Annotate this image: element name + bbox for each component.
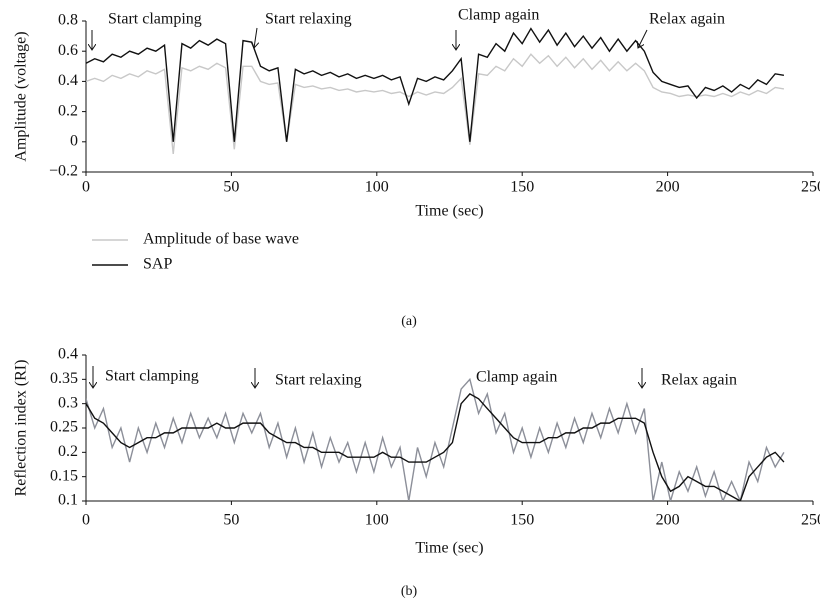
series-line [86,53,785,154]
x-tick-label: 150 [510,179,534,196]
y-tick-label: 0.4 [58,72,78,89]
y-tick-label: 0.4 [58,346,78,363]
x-tick-label: 200 [656,512,680,529]
annotation-arrow [638,29,648,48]
annotation: Start relaxing [275,372,362,389]
y-tick-label: 0.1 [58,492,78,509]
y-tick-label: 0.8 [58,12,78,29]
x-tick-label: 100 [365,512,389,529]
y-axis-title: Amplitude (voltage) [13,31,30,161]
x-tick-label: 50 [223,512,239,529]
y-axis-title: Reflection index (RI) [13,360,30,497]
annotation: Start relaxing [265,11,352,28]
y-tick-label: 0.3 [58,394,78,411]
y-tick-label: 0.2 [58,102,78,119]
y-tick-label: 0.35 [50,370,78,387]
y-tick-label: −0.2 [49,163,78,180]
legend-label: SAP [143,256,172,273]
series-line [86,393,785,501]
x-tick-label: 250 [801,179,820,196]
x-tick-label: 0 [82,512,90,529]
x-axis-title: Time (sec) [415,203,483,220]
annotation: Relax again [661,372,737,389]
annotation: Clamp again [476,369,557,386]
series-line [86,27,785,142]
caption: (b) [401,584,418,599]
x-tick-label: 50 [223,179,239,196]
legend-label: Amplitude of base wave [143,231,299,248]
y-tick-label: 0.2 [58,443,78,460]
annotation: Start clamping [105,368,199,385]
x-axis-title: Time (sec) [415,540,483,557]
x-tick-label: 200 [656,179,680,196]
caption: (a) [401,314,417,329]
x-tick-label: 100 [365,179,389,196]
annotation-arrow [254,27,257,48]
annotation: Clamp again [458,7,539,24]
y-tick-label: 0.15 [50,467,78,484]
annotation: Relax again [649,11,725,28]
x-tick-label: 250 [801,512,820,529]
x-tick-label: 0 [82,179,90,196]
y-tick-label: 0.25 [50,419,78,436]
annotation: Start clamping [108,11,202,28]
y-tick-label: 0.6 [58,42,78,59]
series-line [86,377,785,501]
x-tick-label: 150 [510,512,534,529]
y-tick-label: 0 [70,132,78,149]
